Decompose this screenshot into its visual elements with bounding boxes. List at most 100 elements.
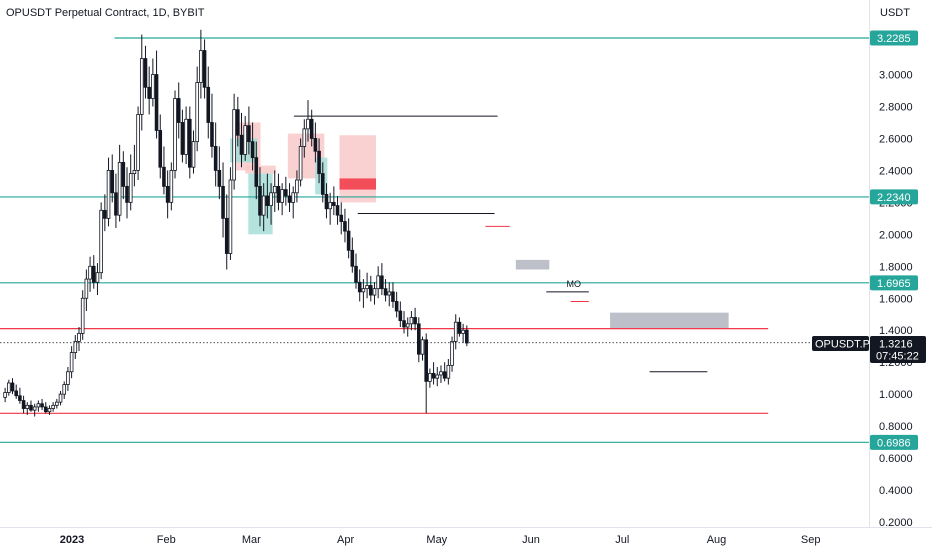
candle xyxy=(269,183,273,225)
candle xyxy=(394,291,399,318)
current-symbol-tag: OPUSDT.P xyxy=(812,336,870,351)
candle xyxy=(55,398,59,409)
candle xyxy=(380,263,384,296)
candle xyxy=(280,183,284,216)
candle xyxy=(276,173,281,211)
candle xyxy=(66,366,70,391)
candle xyxy=(217,146,222,200)
y-tick-label: 0.6000 xyxy=(879,453,913,465)
x-tick-label: Sep xyxy=(801,534,821,546)
candle xyxy=(450,336,454,372)
candle xyxy=(391,282,395,308)
zone-3 xyxy=(339,178,376,190)
candle xyxy=(176,82,181,139)
candle xyxy=(435,366,440,387)
time-axis[interactable]: 2023 Feb Mar Apr May Jun Jul Aug Sep xyxy=(60,534,821,546)
candle xyxy=(202,39,207,99)
candle xyxy=(88,256,92,292)
candle xyxy=(354,253,358,289)
candle xyxy=(128,154,133,211)
candle xyxy=(91,255,96,289)
level-tag-1: 2.2340 xyxy=(870,189,918,205)
candle xyxy=(457,317,462,337)
candle xyxy=(413,307,417,331)
annotation-0: MO xyxy=(567,279,582,289)
level-tag-label-0: 3.2285 xyxy=(877,33,911,45)
candle xyxy=(258,167,262,227)
currency-label: USDT xyxy=(880,7,910,19)
candle xyxy=(132,144,137,187)
drawn-lines-layer xyxy=(293,115,708,373)
candle xyxy=(95,263,100,296)
candle xyxy=(106,157,111,227)
candle xyxy=(213,122,218,187)
candle xyxy=(320,162,325,203)
candle xyxy=(51,402,55,412)
candle xyxy=(365,272,369,299)
candle xyxy=(154,50,159,139)
candle xyxy=(136,106,140,180)
candle xyxy=(236,96,240,147)
candle xyxy=(254,141,259,200)
y-tick-label: 1.4000 xyxy=(879,325,913,337)
candle xyxy=(114,173,118,228)
candle xyxy=(147,66,151,115)
zone-2 xyxy=(339,135,376,203)
candle xyxy=(339,202,344,235)
current-symbol-label: OPUSDT.P xyxy=(815,339,870,351)
x-tick-label: Apr xyxy=(337,534,354,546)
candle xyxy=(239,112,244,168)
candle xyxy=(376,266,380,299)
candle xyxy=(110,154,115,203)
candle xyxy=(3,387,7,403)
candle xyxy=(431,362,436,385)
candle xyxy=(228,167,233,260)
candle xyxy=(298,138,303,187)
candle xyxy=(21,395,26,414)
price-tags: 3.2285 2.2340 1.6965 0.6986 xyxy=(870,30,918,450)
candle xyxy=(180,109,185,163)
candle xyxy=(151,58,155,107)
zone-6 xyxy=(245,165,276,174)
y-tick-label: 3.0000 xyxy=(879,70,913,82)
candle xyxy=(32,403,37,417)
y-tick-label: 1.0000 xyxy=(879,389,913,401)
candle xyxy=(409,311,414,331)
candle xyxy=(387,282,392,307)
candle xyxy=(442,362,447,382)
candle xyxy=(169,162,174,211)
candle xyxy=(261,183,266,232)
x-tick-label: Mar xyxy=(242,534,261,546)
y-tick-label: 1.6000 xyxy=(879,293,913,305)
zones-layer xyxy=(230,122,729,329)
candle xyxy=(420,336,425,361)
y-tick-label: 0.8000 xyxy=(879,421,913,433)
candle xyxy=(317,138,321,184)
candle xyxy=(29,400,33,412)
annotations-layer: MO xyxy=(567,279,582,289)
candle xyxy=(84,269,89,312)
y-tick-label: 2.8000 xyxy=(879,101,913,113)
candle xyxy=(43,402,48,414)
candle xyxy=(265,173,270,219)
candle xyxy=(361,279,366,308)
price-axis[interactable]: 0.20000.40000.60000.80001.00001.20001.40… xyxy=(879,70,913,529)
x-tick-label: May xyxy=(426,534,447,546)
chart-title: OPUSDT Perpetual Contract, 1D, BYBIT xyxy=(6,7,205,19)
y-tick-label: 2.4000 xyxy=(879,165,913,177)
candle xyxy=(398,301,403,328)
zone-0 xyxy=(610,312,729,329)
y-tick-label: 1.8000 xyxy=(879,261,913,273)
x-tick-label: 2023 xyxy=(60,534,84,546)
candle xyxy=(117,144,122,222)
candle xyxy=(306,100,310,142)
candle xyxy=(343,208,347,243)
candle xyxy=(121,151,126,200)
candle xyxy=(313,122,318,163)
current-price-tag: 1.3216 07:45:22 xyxy=(870,336,926,363)
candle xyxy=(309,109,314,147)
x-tick-label: Aug xyxy=(707,534,727,546)
candle xyxy=(199,29,203,99)
candles-layer xyxy=(3,29,469,417)
